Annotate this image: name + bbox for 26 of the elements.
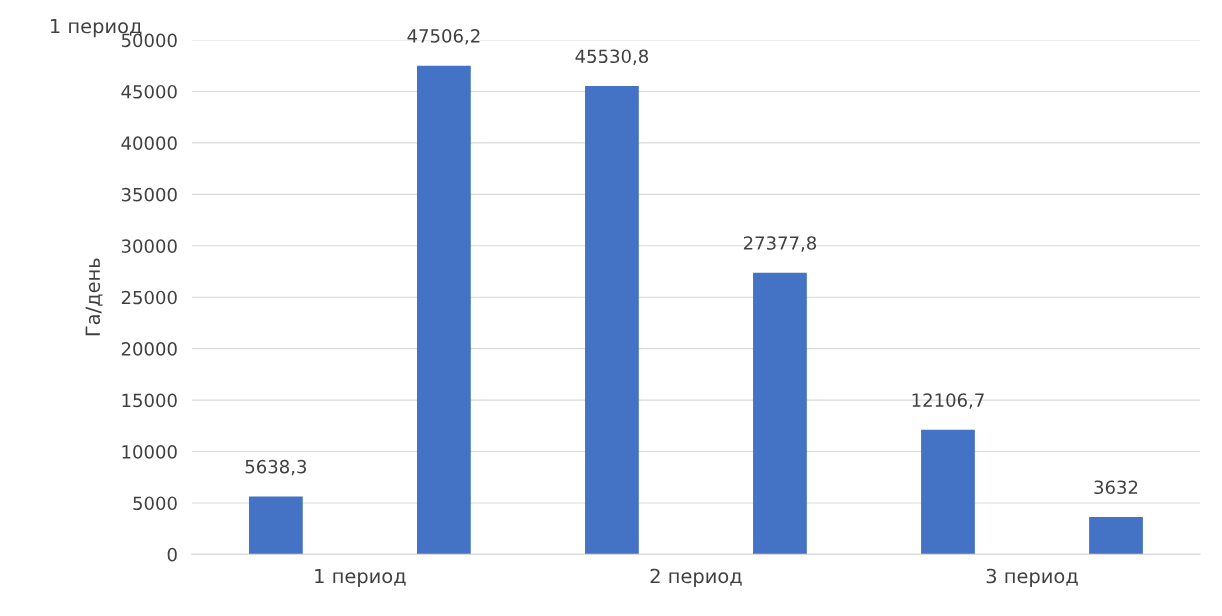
bar [417, 65, 471, 555]
bar [1089, 517, 1143, 555]
data-label: 3632 [1094, 480, 1138, 495]
bar [585, 86, 639, 555]
data-label: 12106,7 [912, 393, 984, 409]
bar [753, 272, 807, 555]
y-tick-label: 35000 [121, 187, 177, 202]
data-label: 27377,8 [743, 236, 817, 252]
bar [248, 496, 303, 555]
y-tick-label: 30000 [121, 239, 177, 253]
y-axis-title: Га/день [85, 258, 103, 336]
y-tick-label: 25000 [121, 290, 177, 305]
y-tick-label: 5000 [133, 496, 177, 511]
data-label: 45530,8 [575, 49, 649, 65]
data-label: 47506,2 [407, 29, 480, 45]
bar [921, 429, 975, 555]
x-tick-label: 1 период [315, 568, 406, 588]
y-tick-label: 40000 [121, 136, 177, 151]
y-tick-label: 0 [167, 547, 177, 562]
x-tick-label: 3 период [986, 568, 1078, 588]
y-tick-label: 20000 [121, 342, 177, 356]
y-tick-label: 45000 [121, 84, 177, 99]
y-tick-label: 15000 [122, 393, 177, 408]
x-tick-label: 2 период [650, 568, 742, 588]
data-label: 5638,3 [245, 459, 307, 476]
y-tick-label: 10000 [122, 444, 177, 459]
